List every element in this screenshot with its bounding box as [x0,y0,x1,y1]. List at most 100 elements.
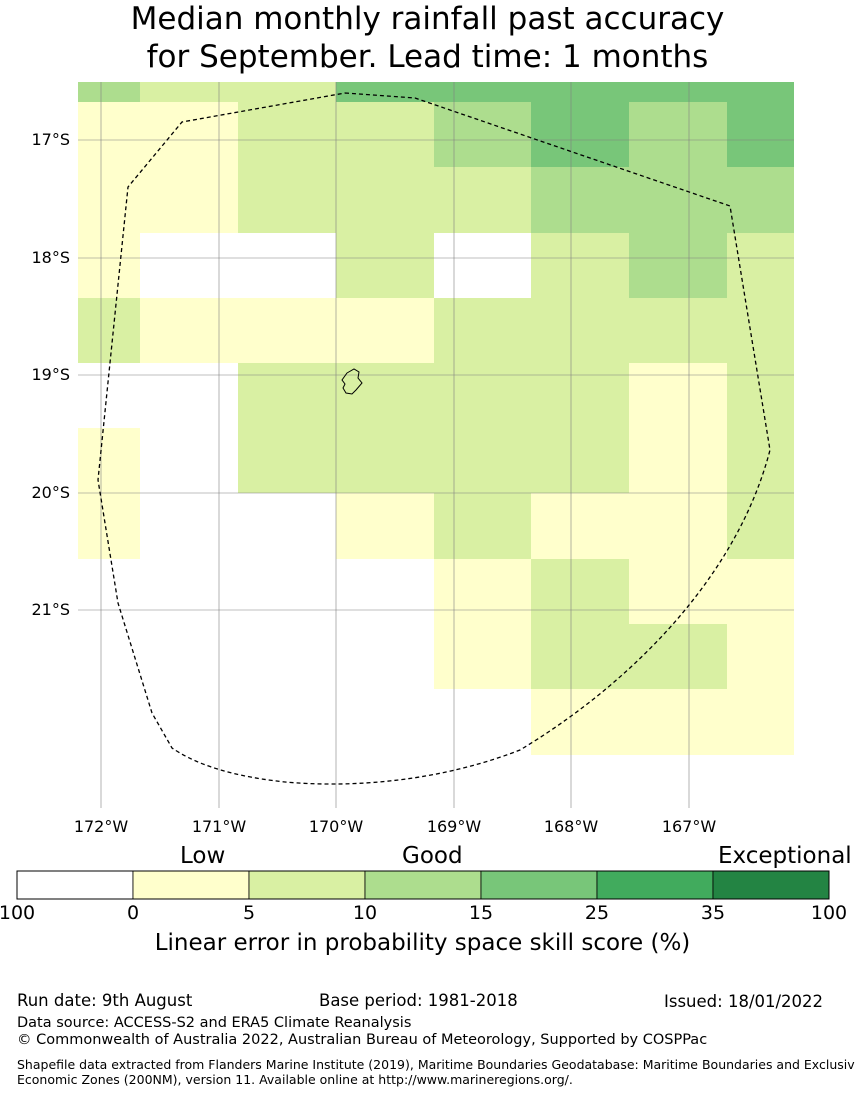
colorbar-tick: 15 [468,902,494,924]
grid-cell [531,233,629,298]
grid-cell [434,624,531,689]
colorbar-category-low: Low [180,843,226,869]
colorbar-tick: 100 [0,902,36,924]
longitude-labels: 172°W 171°W 170°W 169°W 168°W 167°W [74,817,717,836]
grid-cell [629,493,727,559]
grid-cell [336,233,434,298]
grid-cell [78,102,140,167]
grid-cell [727,428,794,493]
lat-label: 18°S [31,248,70,267]
title-line-2: for September. Lead time: 1 months [146,39,709,75]
grid-cell [531,493,629,559]
grid-cell [531,363,629,428]
lat-label: 17°S [31,130,70,149]
grid-cell [531,298,629,363]
colorbar-segment [596,870,714,900]
colorbar [16,870,830,900]
grid-cell [78,233,140,298]
grid-cell [531,624,629,689]
eez-boundary [97,92,771,785]
grid-cell [629,298,727,363]
grid-cell [727,298,794,363]
grid-cell [238,167,336,233]
grid-cell [629,689,727,755]
shapefile-credit-line-1: Shapefile data extracted from Flanders M… [17,1057,855,1072]
colorbar-tick: 5 [242,902,256,924]
grid-cell [336,493,434,559]
grid-cell [140,102,238,167]
grid-cell [531,689,629,755]
grid-cell [78,82,140,102]
grid-cell [629,363,727,428]
grid-cell [629,428,727,493]
grid-cell [434,363,531,428]
lon-label: 171°W [192,817,247,836]
grid-cell [434,298,531,363]
grid-cell [78,298,140,363]
grid-cell [629,559,727,624]
copyright: © Commonwealth of Australia 2022, Austra… [17,1032,708,1048]
map-title: Median monthly rainfall past accuracy fo… [0,0,855,76]
colorbar-segment [712,870,830,900]
colorbar-tick: 25 [584,902,610,924]
colorbar-segment [480,870,598,900]
island-outline [341,368,363,395]
base-period: Base period: 1981-2018 [319,991,518,1010]
grid-cell [434,82,531,102]
grid-cell [434,428,531,493]
grid-cell [238,363,336,428]
colorbar-tick: 10 [352,902,378,924]
colorbar-segment [248,870,366,900]
grid-cell [336,428,434,493]
grid-cell [140,82,238,102]
grid-cell [434,493,531,559]
grid-cell [531,102,629,167]
latitude-labels: 17°S 18°S 19°S 20°S 21°S [31,130,70,619]
colorbar-category-exceptional: Exceptional [718,843,852,869]
lon-label: 170°W [309,817,364,836]
grid-cell [727,559,794,624]
title-line-1: Median monthly rainfall past accuracy [130,1,725,37]
grid-cell [336,298,434,363]
grid-cell [78,428,140,493]
grid-cell [140,167,238,233]
colorbar-label: Linear error in probability space skill … [154,930,691,956]
grid-cell [531,428,629,493]
lon-label: 169°W [427,817,482,836]
grid-cell [727,689,794,755]
grid-cell [434,559,531,624]
colorbar-tick: 0 [126,902,140,924]
grid-cell [140,298,238,363]
colorbar-category-good: Good [402,843,463,869]
grid-cell [629,233,727,298]
grid-cell [629,82,727,102]
grid-cell [727,82,794,102]
run-date: Run date: 9th August [17,991,193,1010]
grid-cell [434,167,531,233]
grid-cell [629,624,727,689]
lon-label: 172°W [74,817,129,836]
shapefile-credit-line-2: Economic Zones (200NM), version 11. Avai… [17,1072,573,1087]
grid-cell [238,298,336,363]
grid-cell [727,493,794,559]
grid-cell [629,167,727,233]
lon-label: 167°W [662,817,717,836]
grid-cell [336,82,434,102]
grid-cell [727,102,794,167]
lon-label: 168°W [544,817,599,836]
data-source: Data source: ACCESS-S2 and ERA5 Climate … [17,1015,412,1031]
grid-cell [531,559,629,624]
colorbar-segment [16,870,134,900]
lat-label: 19°S [31,365,70,384]
colorbar-tick: 100 [810,902,848,924]
grid-cell [531,82,629,102]
grid-cell [238,428,336,493]
grid-cell [629,102,727,167]
colorbar-frame [16,870,830,900]
grid-cell [336,167,434,233]
grid-cell [238,102,336,167]
skill-score-grid [78,82,794,755]
grid-cell [434,102,531,167]
lat-label: 21°S [31,600,70,619]
